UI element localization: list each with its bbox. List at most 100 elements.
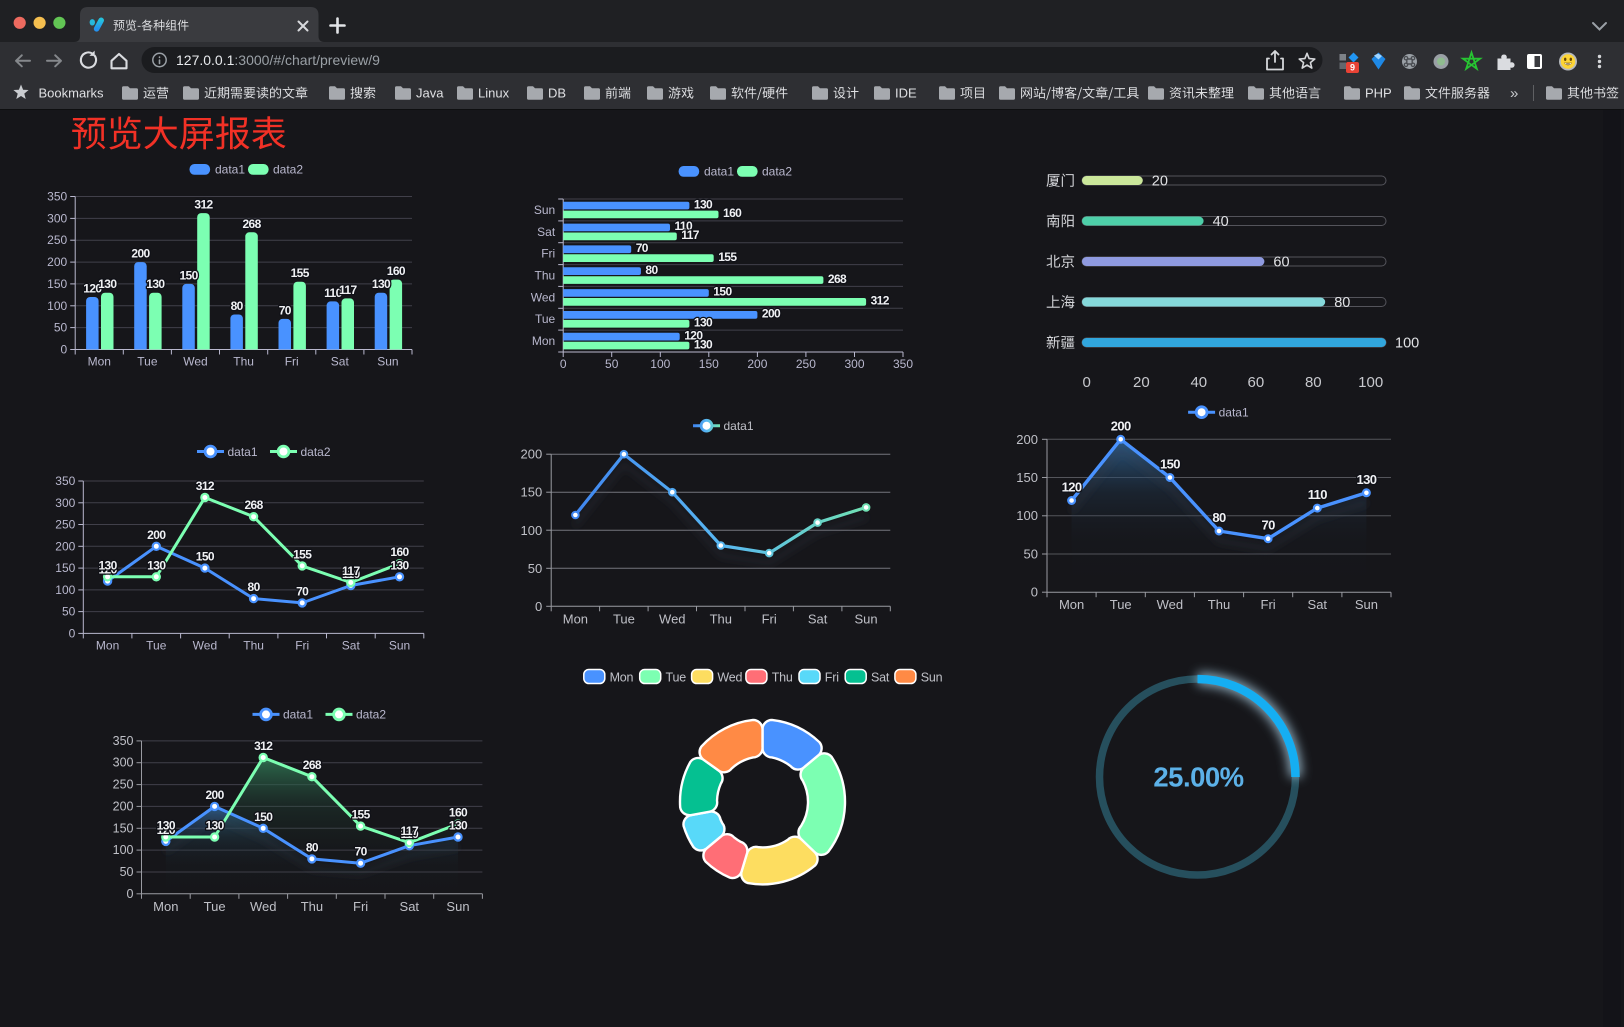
svg-text:Mon: Mon bbox=[1059, 597, 1084, 612]
svg-text:150: 150 bbox=[113, 821, 134, 835]
svg-text:Sat: Sat bbox=[871, 670, 890, 684]
svg-text:130: 130 bbox=[449, 819, 468, 833]
svg-text:0: 0 bbox=[61, 343, 68, 357]
svg-text:200: 200 bbox=[205, 788, 224, 802]
svg-text:Fri: Fri bbox=[825, 670, 839, 684]
svg-text:130: 130 bbox=[1356, 472, 1376, 487]
svg-text:Fri: Fri bbox=[353, 899, 368, 914]
svg-text:40: 40 bbox=[1190, 374, 1207, 391]
svg-text:200: 200 bbox=[113, 799, 134, 813]
svg-text:50: 50 bbox=[62, 605, 76, 619]
svg-text:117: 117 bbox=[401, 824, 419, 838]
svg-text:130: 130 bbox=[372, 277, 391, 291]
svg-text:100: 100 bbox=[520, 523, 542, 538]
svg-text:312: 312 bbox=[196, 479, 215, 493]
svg-text:150: 150 bbox=[254, 810, 273, 824]
svg-text:110: 110 bbox=[342, 567, 360, 581]
svg-text:data1: data1 bbox=[1219, 406, 1249, 420]
svg-text:160: 160 bbox=[387, 264, 406, 278]
svg-text:Java: Java bbox=[416, 86, 444, 101]
svg-text:0: 0 bbox=[1083, 374, 1091, 391]
svg-text:data1: data1 bbox=[704, 165, 734, 179]
svg-text:120: 120 bbox=[1062, 480, 1082, 495]
svg-text:155: 155 bbox=[293, 547, 312, 561]
svg-text:268: 268 bbox=[303, 758, 322, 772]
svg-text:120: 120 bbox=[157, 823, 176, 837]
svg-text:Mon: Mon bbox=[563, 611, 588, 626]
svg-text:Sat: Sat bbox=[331, 355, 350, 369]
svg-text:100: 100 bbox=[47, 299, 67, 313]
svg-text:Tue: Tue bbox=[1110, 597, 1132, 612]
svg-text:data2: data2 bbox=[762, 165, 792, 179]
svg-text:data2: data2 bbox=[301, 445, 331, 459]
svg-text:200: 200 bbox=[1016, 432, 1038, 447]
svg-text:70: 70 bbox=[279, 303, 292, 317]
svg-text:Mon: Mon bbox=[96, 638, 119, 652]
svg-text:130: 130 bbox=[205, 819, 224, 833]
svg-text:200: 200 bbox=[147, 528, 166, 542]
svg-text:80: 80 bbox=[306, 840, 319, 854]
svg-text:100: 100 bbox=[113, 843, 134, 857]
svg-text:70: 70 bbox=[355, 845, 368, 859]
svg-text:IDE: IDE bbox=[895, 86, 917, 101]
svg-text:Tue: Tue bbox=[137, 355, 158, 369]
svg-text:150: 150 bbox=[55, 561, 75, 575]
svg-text:Sat: Sat bbox=[537, 225, 556, 239]
svg-text:Wed: Wed bbox=[183, 355, 207, 369]
svg-text:250: 250 bbox=[47, 233, 67, 247]
svg-text:130: 130 bbox=[390, 558, 409, 572]
svg-text:Sun: Sun bbox=[855, 611, 878, 626]
svg-text:100: 100 bbox=[1395, 336, 1419, 352]
svg-text:data1: data1 bbox=[215, 163, 245, 177]
svg-text:130: 130 bbox=[694, 337, 713, 351]
svg-text:80: 80 bbox=[231, 299, 244, 313]
svg-text:268: 268 bbox=[828, 272, 847, 286]
svg-text:Sat: Sat bbox=[400, 899, 420, 914]
svg-text:300: 300 bbox=[113, 756, 134, 770]
svg-text:130: 130 bbox=[98, 277, 117, 291]
svg-text:117: 117 bbox=[339, 283, 357, 297]
svg-text:0: 0 bbox=[69, 626, 76, 640]
svg-text:Sun: Sun bbox=[446, 899, 469, 914]
svg-text:150: 150 bbox=[713, 285, 732, 299]
svg-text:160: 160 bbox=[390, 545, 409, 559]
svg-text:Thu: Thu bbox=[535, 269, 556, 283]
svg-text:130: 130 bbox=[157, 819, 176, 833]
svg-text:Mon: Mon bbox=[153, 899, 178, 914]
svg-text:117: 117 bbox=[342, 564, 360, 578]
svg-text:Fri: Fri bbox=[1261, 597, 1276, 612]
svg-text:50: 50 bbox=[120, 865, 134, 879]
svg-text:80: 80 bbox=[248, 580, 261, 594]
svg-text:120: 120 bbox=[98, 563, 117, 577]
svg-text:70: 70 bbox=[296, 584, 309, 598]
svg-text:150: 150 bbox=[1160, 457, 1180, 472]
svg-text:100: 100 bbox=[1358, 374, 1383, 391]
svg-text:268: 268 bbox=[242, 217, 261, 231]
svg-text:200: 200 bbox=[747, 357, 767, 371]
svg-text:Mon: Mon bbox=[88, 355, 111, 369]
svg-text:120: 120 bbox=[684, 328, 703, 342]
svg-text:127.0.0.1:3000/#/chart/preview: 127.0.0.1:3000/#/chart/preview/9 bbox=[176, 52, 380, 68]
svg-text:0: 0 bbox=[1031, 585, 1038, 600]
svg-text:Sat: Sat bbox=[1308, 597, 1328, 612]
svg-text:0: 0 bbox=[127, 887, 134, 901]
svg-text:150: 150 bbox=[699, 357, 719, 371]
svg-text:data2: data2 bbox=[273, 163, 303, 177]
svg-text:250: 250 bbox=[55, 518, 75, 532]
svg-text:Thu: Thu bbox=[710, 611, 732, 626]
svg-text:9: 9 bbox=[1350, 63, 1355, 73]
svg-text:160: 160 bbox=[449, 805, 468, 819]
svg-text:312: 312 bbox=[871, 294, 890, 308]
svg-text:»: » bbox=[1510, 85, 1518, 102]
svg-text:Sun: Sun bbox=[377, 355, 398, 369]
svg-text:50: 50 bbox=[1024, 547, 1038, 562]
svg-text:350: 350 bbox=[113, 734, 134, 748]
svg-text:80: 80 bbox=[1305, 374, 1322, 391]
svg-text:40: 40 bbox=[1213, 214, 1229, 230]
svg-text:Tue: Tue bbox=[204, 899, 226, 914]
svg-text:Wed: Wed bbox=[1157, 597, 1184, 612]
svg-text:80: 80 bbox=[1334, 295, 1350, 311]
svg-text:130: 130 bbox=[147, 558, 166, 572]
svg-text:150: 150 bbox=[520, 485, 542, 500]
svg-text:Mon: Mon bbox=[532, 334, 555, 348]
